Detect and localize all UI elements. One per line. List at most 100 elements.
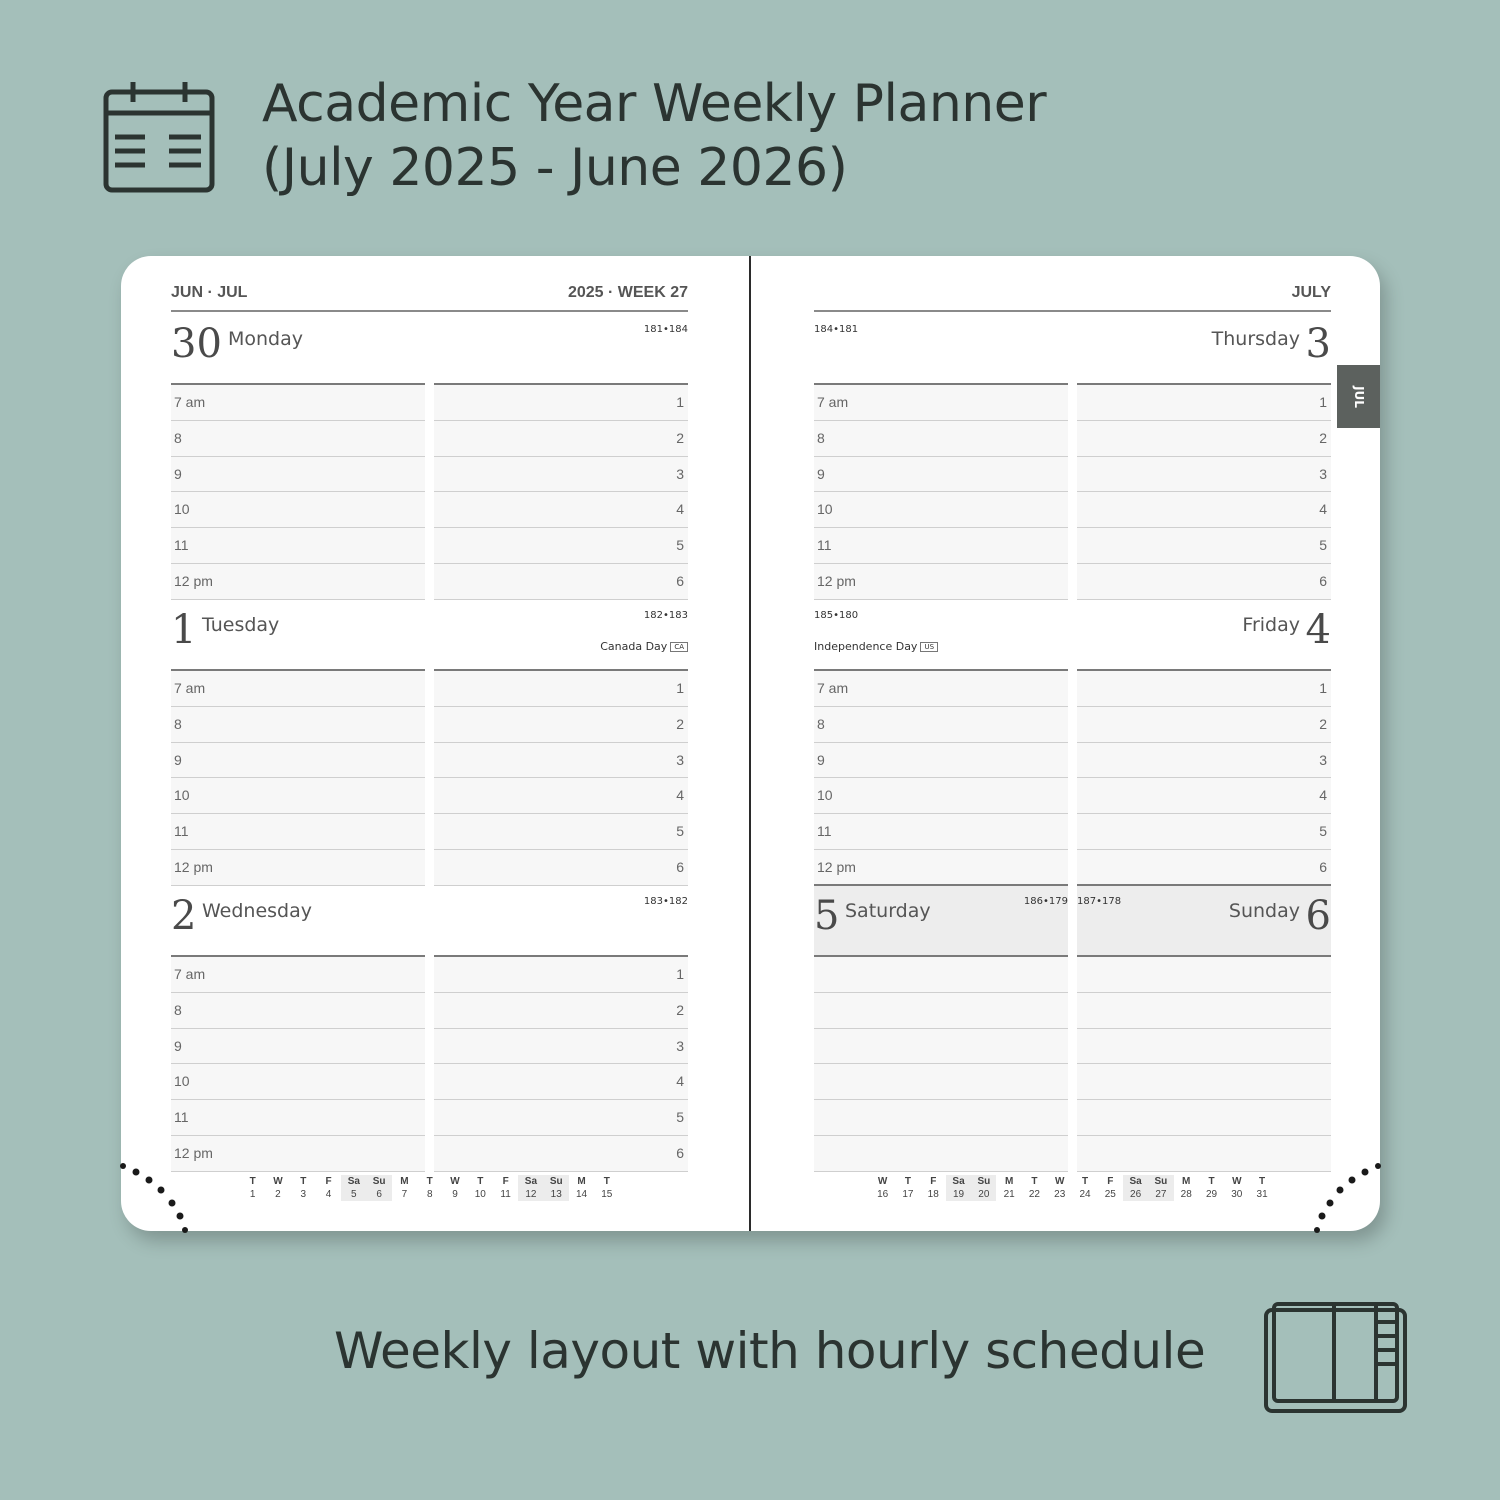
note-row[interactable]: 3 <box>434 1028 688 1065</box>
mini-calendar-day[interactable]: Su 13 <box>543 1175 569 1201</box>
month-tab-jul[interactable]: JUL <box>1337 365 1380 428</box>
mini-calendar-day[interactable]: T 24 <box>1072 1175 1097 1201</box>
note-row[interactable]: 2 <box>1077 420 1331 457</box>
note-row[interactable] <box>1077 1064 1331 1101</box>
note-row[interactable]: 3 <box>434 742 688 779</box>
note-row[interactable]: 1 <box>434 957 688 993</box>
note-row[interactable] <box>1077 992 1331 1029</box>
note-row[interactable]: 5 <box>434 1100 688 1136</box>
hour-row[interactable]: 7 am <box>171 957 425 993</box>
hour-row[interactable]: 12 pm <box>814 849 1068 886</box>
note-row[interactable]: 1 <box>1077 671 1331 707</box>
mini-calendar-day[interactable]: W 16 <box>870 1175 895 1201</box>
mini-calendar-day[interactable]: T 15 <box>594 1175 619 1201</box>
mini-calendar-day[interactable]: W 30 <box>1224 1175 1249 1201</box>
mini-calendar-day[interactable]: M 28 <box>1174 1175 1199 1201</box>
note-row[interactable] <box>814 1064 1068 1101</box>
note-row[interactable]: 3 <box>434 456 688 493</box>
mini-calendar-day[interactable]: M 14 <box>569 1175 594 1201</box>
hour-row[interactable]: 7 am <box>814 671 1068 707</box>
note-row[interactable]: 4 <box>434 1064 688 1101</box>
note-row[interactable]: 5 <box>1077 528 1331 564</box>
note-row[interactable]: 4 <box>434 778 688 815</box>
hour-row[interactable]: 10 <box>171 492 425 529</box>
note-row[interactable]: 3 <box>1077 456 1331 493</box>
note-row[interactable] <box>814 1135 1068 1172</box>
mini-calendar-day[interactable]: Sa 5 <box>341 1175 367 1201</box>
hour-row[interactable]: 11 <box>171 1100 425 1136</box>
mini-calendar-day[interactable]: Su 20 <box>971 1175 997 1201</box>
note-row[interactable] <box>814 957 1068 993</box>
hour-row[interactable]: 10 <box>171 1064 425 1101</box>
note-row[interactable] <box>814 992 1068 1029</box>
hour-row[interactable]: 12 pm <box>171 1135 425 1172</box>
note-row[interactable]: 1 <box>434 385 688 421</box>
hour-row[interactable]: 11 <box>814 814 1068 850</box>
hour-row[interactable]: 10 <box>171 778 425 815</box>
mini-calendar-day[interactable]: T 29 <box>1199 1175 1224 1201</box>
note-row[interactable]: 5 <box>434 814 688 850</box>
hour-row[interactable]: 8 <box>171 706 425 743</box>
note-row[interactable]: 6 <box>1077 849 1331 886</box>
hour-row[interactable]: 9 <box>171 456 425 493</box>
note-row[interactable]: 6 <box>434 563 688 600</box>
hour-row[interactable]: 12 pm <box>171 849 425 886</box>
hour-row[interactable]: 9 <box>171 742 425 779</box>
hour-row[interactable]: 10 <box>814 492 1068 529</box>
hour-row[interactable]: 9 <box>814 742 1068 779</box>
mini-calendar-day[interactable]: M 21 <box>996 1175 1021 1201</box>
mini-calendar-day[interactable]: F 25 <box>1098 1175 1123 1201</box>
note-row[interactable]: 1 <box>434 671 688 707</box>
note-row[interactable] <box>1077 1028 1331 1065</box>
note-row[interactable] <box>1077 1100 1331 1136</box>
note-row[interactable]: 6 <box>434 849 688 886</box>
mini-calendar-day[interactable]: F 11 <box>493 1175 518 1201</box>
mini-calendar-day[interactable]: T 22 <box>1022 1175 1047 1201</box>
note-row[interactable] <box>1077 1135 1331 1172</box>
hour-row[interactable]: 9 <box>171 1028 425 1065</box>
note-row[interactable]: 4 <box>1077 492 1331 529</box>
hour-row[interactable]: 7 am <box>814 385 1068 421</box>
hour-row[interactable]: 8 <box>171 992 425 1029</box>
note-row[interactable]: 1 <box>1077 385 1331 421</box>
hour-row[interactable]: 7 am <box>171 671 425 707</box>
hour-row[interactable]: 8 <box>814 420 1068 457</box>
hour-row[interactable]: 8 <box>814 706 1068 743</box>
hour-row[interactable]: 7 am <box>171 385 425 421</box>
note-row[interactable]: 2 <box>1077 706 1331 743</box>
mini-calendar-day[interactable]: Sa 19 <box>945 1175 972 1201</box>
note-row[interactable]: 5 <box>434 528 688 564</box>
note-row[interactable]: 4 <box>434 492 688 529</box>
hour-row[interactable]: 8 <box>171 420 425 457</box>
note-row[interactable]: 6 <box>434 1135 688 1172</box>
mini-calendar-day[interactable]: Sa 26 <box>1122 1175 1149 1201</box>
mini-calendar-day[interactable]: W 23 <box>1047 1175 1072 1201</box>
hour-row[interactable]: 11 <box>814 528 1068 564</box>
note-row[interactable] <box>814 1100 1068 1136</box>
note-row[interactable] <box>1077 957 1331 993</box>
mini-calendar-day[interactable]: Sa 12 <box>518 1175 544 1201</box>
note-row[interactable]: 6 <box>1077 563 1331 600</box>
note-row[interactable] <box>814 1028 1068 1065</box>
mini-calendar-day[interactable]: T 17 <box>895 1175 920 1201</box>
note-row[interactable]: 5 <box>1077 814 1331 850</box>
hour-row[interactable]: 11 <box>171 528 425 564</box>
mini-calendar-day[interactable]: Su 27 <box>1148 1175 1174 1201</box>
hour-row[interactable]: 10 <box>814 778 1068 815</box>
note-row[interactable]: 3 <box>1077 742 1331 779</box>
mini-calendar-day[interactable]: Su 6 <box>366 1175 392 1201</box>
note-row[interactable]: 4 <box>1077 778 1331 815</box>
hour-row[interactable]: 12 pm <box>171 563 425 600</box>
hour-row[interactable]: 9 <box>814 456 1068 493</box>
mini-calendar-day[interactable]: T 31 <box>1249 1175 1274 1201</box>
note-row[interactable]: 2 <box>434 992 688 1029</box>
note-row[interactable]: 2 <box>434 420 688 457</box>
hour-row[interactable]: 11 <box>171 814 425 850</box>
